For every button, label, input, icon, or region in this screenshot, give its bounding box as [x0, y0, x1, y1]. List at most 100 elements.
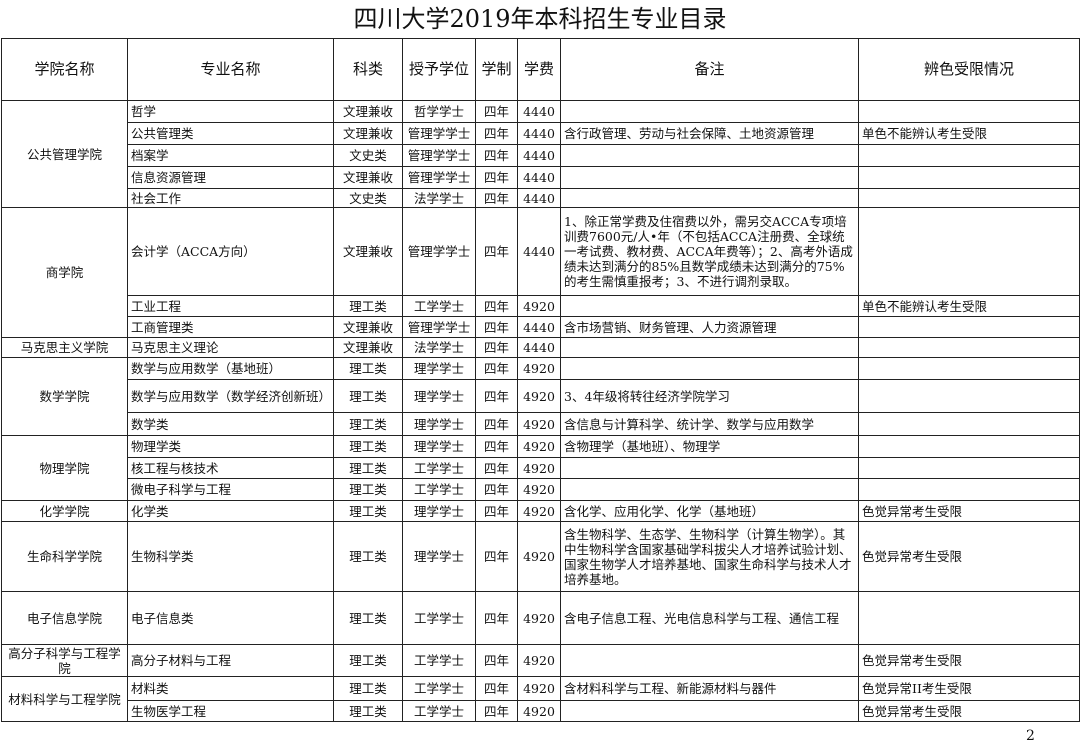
note: [560, 700, 859, 722]
tuition-fee: 4440: [517, 144, 561, 167]
table-row: 商学院 会计学（ACCA方向） 文理兼收 管理学学士 四年 4440 1、除正常学费及住宿费…: [1, 207, 1080, 338]
color-limit: 单色不能辨认考生受限: [858, 122, 1080, 145]
header-college: 学院名称: [1, 38, 128, 101]
note: [560, 166, 859, 189]
duration: 四年: [475, 676, 518, 701]
major-name: 马克思主义理论: [127, 337, 334, 358]
tuition-fee: 4440: [517, 188, 561, 208]
degree: 工学学士: [402, 295, 476, 317]
color-limit: [858, 357, 1080, 380]
tuition-fee: 4920: [517, 412, 561, 436]
degree: 理学学士: [402, 521, 476, 592]
note: [560, 144, 859, 167]
duration: 四年: [475, 295, 518, 317]
duration: 四年: [475, 521, 518, 592]
category: 文理兼收: [333, 100, 403, 123]
duration: 四年: [475, 644, 518, 677]
note: 含物理学（基地班）、物理学: [560, 435, 859, 458]
duration: 四年: [475, 700, 518, 722]
header-duration: 学制: [475, 38, 518, 101]
duration: 四年: [475, 207, 518, 296]
category: 文理兼收: [333, 316, 403, 338]
duration: 四年: [475, 144, 518, 167]
tuition-fee: 4920: [517, 295, 561, 317]
major-name: 材料类: [127, 676, 334, 701]
duration: 四年: [475, 166, 518, 189]
category: 理工类: [333, 591, 403, 645]
color-limit: [858, 457, 1080, 479]
note: 含电子信息工程、光电信息科学与工程、通信工程: [560, 591, 859, 645]
tuition-fee: 4920: [517, 357, 561, 380]
degree: 管理学学士: [402, 207, 476, 296]
header-row: 学院名称 专业名称 科类 授予学位 学制 学费 备注 辨色受限情况: [1, 38, 1080, 101]
color-limit: 色觉异常考生受限: [858, 700, 1080, 722]
category: 理工类: [333, 379, 403, 413]
major-name: 物理学类: [127, 435, 334, 458]
tuition-fee: 4920: [517, 700, 561, 722]
college-name: 马克思主义学院: [1, 337, 128, 358]
college-name: 物理学院: [1, 435, 128, 501]
header-fee: 学费: [517, 38, 561, 101]
college-name: 生命科学学院: [1, 521, 128, 592]
duration: 四年: [475, 478, 518, 501]
category: 理工类: [333, 521, 403, 592]
category: 理工类: [333, 457, 403, 479]
duration: 四年: [475, 316, 518, 338]
note: 含化学、应用化学、化学（基地班）: [560, 500, 859, 522]
note: 含生物科学、生态学、生物科学（计算生物学）。其中生物科学含国家基础学科拔尖人才培…: [560, 521, 859, 592]
degree: 工学学士: [402, 591, 476, 645]
major-name: 生物医学工程: [127, 700, 334, 722]
note: [560, 188, 859, 208]
category: 理工类: [333, 500, 403, 522]
tuition-fee: 4920: [517, 644, 561, 677]
table-row: 物理学院 物理学类 理工类 理学学士四年 4920 含物理学（基地班）、物理学: [1, 435, 1080, 501]
category: 理工类: [333, 357, 403, 380]
major-name: 数学类: [127, 412, 334, 436]
tuition-fee: 4440: [517, 100, 561, 123]
color-limit: [858, 379, 1080, 413]
degree: 理学学士: [402, 500, 476, 522]
college-name: 公共管理学院: [1, 100, 128, 208]
degree: 理学学士: [402, 435, 476, 458]
tuition-fee: 4920: [517, 457, 561, 479]
major-name: 微电子科学与工程: [127, 478, 334, 501]
color-limit: [858, 144, 1080, 167]
degree: 理学学士: [402, 379, 476, 413]
degree: 管理学学士: [402, 122, 476, 145]
degree: 管理学学士: [402, 144, 476, 167]
category: 理工类: [333, 412, 403, 436]
college-name: 高分子科学与工程学院: [1, 644, 128, 677]
college-name: 材料科学与工程学院: [1, 676, 128, 722]
color-limit: [858, 337, 1080, 358]
major-name: 信息资源管理: [127, 166, 334, 189]
degree: 工学学士: [402, 457, 476, 479]
note: [560, 357, 859, 380]
degree: 工学学士: [402, 700, 476, 722]
tuition-fee: 4920: [517, 379, 561, 413]
college-name: 化学学院: [1, 500, 128, 522]
header-category: 科类: [333, 38, 403, 101]
table-row: 社会工作 文史类 法学学士 四年 4440: [2, 188, 1080, 208]
color-limit: [858, 100, 1080, 123]
duration: 四年: [475, 100, 518, 123]
major-name: 工商管理类: [127, 316, 334, 338]
tuition-fee: 4920: [517, 500, 561, 522]
category: 理工类: [333, 700, 403, 722]
tuition-fee: 4920: [517, 676, 561, 701]
degree: 理学学士: [402, 412, 476, 436]
degree: 工学学士: [402, 644, 476, 677]
table-row: 工业工程 理工类 工学学士 四年 4920 单色不能辨认考生受限: [2, 295, 1080, 317]
major-name: 核工程与核技术: [127, 457, 334, 479]
note: 含行政管理、劳动与社会保障、土地资源管理: [560, 122, 859, 145]
degree: 法学学士: [402, 337, 476, 358]
major-name: 哲学: [127, 100, 334, 123]
note: 1、除正常学费及住宿费以外，需另交ACCA专项培训费7600元/人•年（不包括A…: [560, 207, 859, 296]
color-limit: 色觉异常II考生受限: [858, 676, 1080, 701]
table-row: 数学学院 数学与应用数学（基地班） 理工类 理学学士 四年 4920: [1, 357, 1080, 436]
major-name: 社会工作: [127, 188, 334, 208]
note: [560, 457, 859, 479]
category: 文理兼收: [333, 207, 403, 296]
table-row: 信息资源管理 文理兼收 管理学学士 四年 4440: [2, 166, 1080, 189]
category: 文理兼收: [333, 122, 403, 145]
header-note: 备注: [560, 38, 859, 101]
